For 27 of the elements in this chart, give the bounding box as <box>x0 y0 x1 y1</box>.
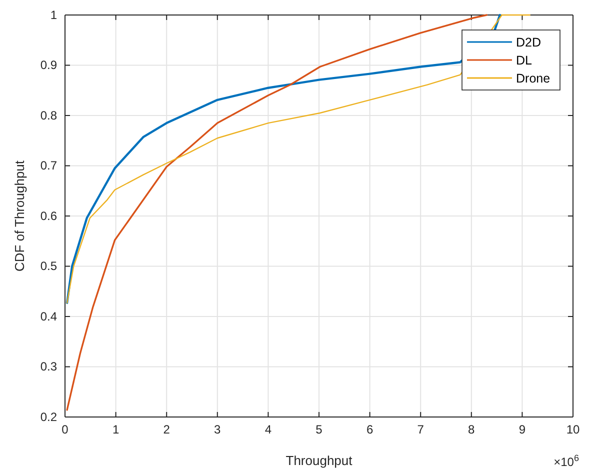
x-tick-label: 6 <box>366 422 374 437</box>
legend-label: D2D <box>516 36 542 50</box>
x-tick-label: 9 <box>518 422 526 437</box>
y-tick-label: 0.7 <box>40 158 58 173</box>
x-tick-label: 4 <box>264 422 272 437</box>
y-tick-label: 0.4 <box>40 309 58 324</box>
x-tick-label: 10 <box>566 422 580 437</box>
y-tick-label: 1 <box>50 8 58 22</box>
y-tick-label: 0.8 <box>40 108 58 122</box>
legend-label: DL <box>516 54 532 68</box>
x-tick-label: 3 <box>214 422 222 437</box>
x-tick-label: 8 <box>468 422 476 437</box>
y-axis-title: CDF of Throughput <box>12 160 27 272</box>
x-tick-label: 2 <box>163 422 170 437</box>
x-tick-label: 0 <box>62 422 69 437</box>
legend-label: Drone <box>516 72 550 86</box>
x-tick-label: 7 <box>417 422 424 437</box>
y-tick-label: 0.3 <box>40 360 58 374</box>
line-series <box>66 14 488 411</box>
x-tick-label: 5 <box>316 422 323 437</box>
y-tick-label: 0.9 <box>40 58 58 72</box>
y-tick-label: 0.6 <box>40 208 58 223</box>
y-tick-label: 0.2 <box>40 410 58 424</box>
text: ×10$^{6}$ <box>554 453 579 469</box>
x-axis-title: Throughput <box>286 453 353 468</box>
x-tick-label: 1 <box>112 422 120 437</box>
y-tick-label: 0.5 <box>40 259 58 274</box>
